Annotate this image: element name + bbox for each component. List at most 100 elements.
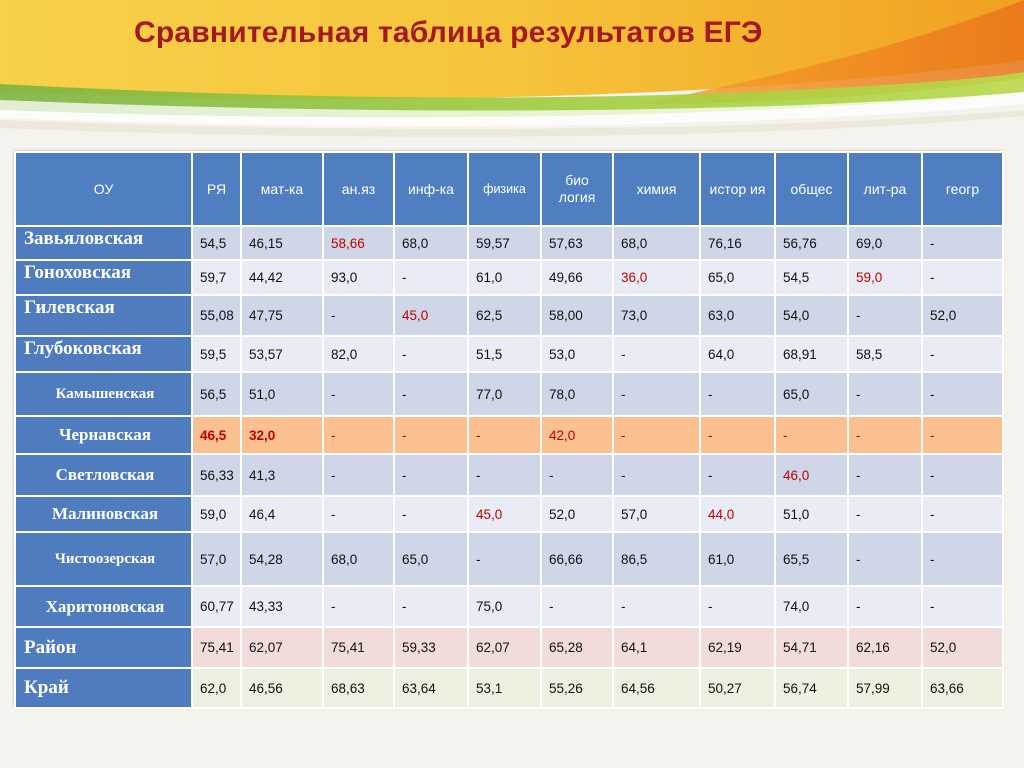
value-cell: 78,0 [540, 371, 614, 417]
value-cell: 59,57 [467, 225, 542, 261]
value-cell: 77,0 [467, 371, 542, 417]
value-cell: - [921, 495, 1004, 533]
value-cell: 46,4 [240, 495, 324, 533]
table-row: Глубоковская 59,5 53,57 82,0 - 51,5 53,0… [14, 335, 1004, 373]
table-row: Харитоновская 60,77 43,33 - - 75,0 - - -… [14, 585, 1004, 628]
value-cell: - [699, 453, 776, 497]
table-row: Светловская 56,33 41,3 - - - - - - 46,0 … [14, 453, 1004, 497]
value-cell: - [847, 495, 923, 533]
value-cell: - [322, 495, 395, 533]
value-cell: 63,64 [393, 667, 469, 709]
value-cell: 62,16 [847, 626, 923, 669]
value-cell: 45,0 [393, 294, 469, 337]
value-cell: - [540, 585, 614, 628]
school-name-cell: Камышенская [14, 371, 193, 417]
table-row: Малиновская 59,0 46,4 - - 45,0 52,0 57,0… [14, 495, 1004, 533]
value-cell: 64,56 [612, 667, 701, 709]
value-cell: - [393, 335, 469, 373]
header-cell-english: ан.яз [322, 151, 395, 227]
value-cell: - [774, 415, 849, 455]
value-cell: - [540, 453, 614, 497]
value-cell: - [612, 371, 701, 417]
value-cell: - [847, 531, 923, 587]
value-cell: 53,0 [540, 335, 614, 373]
value-cell: 52,0 [921, 626, 1004, 669]
value-cell: 59,33 [393, 626, 469, 669]
value-cell: 68,91 [774, 335, 849, 373]
value-cell: - [699, 585, 776, 628]
table-row-highlighted: Чернавская 46,5 32,0 - - - 42,0 - - - - … [14, 415, 1004, 455]
value-cell: 65,0 [699, 259, 776, 296]
school-name-cell: Глубоковская [14, 335, 193, 373]
table-row: Чистоозерская 57,0 54,28 68,0 65,0 - 66,… [14, 531, 1004, 587]
value-cell: 62,07 [240, 626, 324, 669]
value-cell: 51,0 [240, 371, 324, 417]
banner-swoosh-graphic [0, 0, 1024, 150]
value-cell: 93,0 [322, 259, 395, 296]
value-cell: 36,0 [612, 259, 701, 296]
value-cell: 61,0 [467, 259, 542, 296]
value-cell: 75,41 [322, 626, 395, 669]
value-cell: 66,66 [540, 531, 614, 587]
value-cell: 41,3 [240, 453, 324, 497]
table-row: Гоноховская 59,7 44,42 93,0 - 61,0 49,66… [14, 259, 1004, 296]
value-cell: 55,08 [191, 294, 242, 337]
value-cell: 65,28 [540, 626, 614, 669]
table-row: Гилевская 55,08 47,75 - 45,0 62,5 58,00 … [14, 294, 1004, 337]
value-cell: - [393, 495, 469, 533]
value-cell: - [921, 225, 1004, 261]
value-cell: 52,0 [540, 495, 614, 533]
header-cell-ou: ОУ [14, 151, 193, 227]
value-cell: 43,33 [240, 585, 324, 628]
value-cell: 42,0 [540, 415, 614, 455]
school-name-cell: Гилевская [14, 294, 193, 337]
school-name-cell: Чистоозерская [14, 531, 193, 587]
value-cell: 56,5 [191, 371, 242, 417]
value-cell: - [322, 371, 395, 417]
value-cell: 54,28 [240, 531, 324, 587]
value-cell: - [612, 335, 701, 373]
value-cell: 61,0 [699, 531, 776, 587]
value-cell: 51,0 [774, 495, 849, 533]
school-name-cell: Гоноховская [14, 259, 193, 296]
value-cell: 63,66 [921, 667, 1004, 709]
value-cell: 65,0 [774, 371, 849, 417]
value-cell: 82,0 [322, 335, 395, 373]
header-cell-history: истор ия [699, 151, 776, 227]
value-cell: 58,00 [540, 294, 614, 337]
header-cell-geography: геогр [921, 151, 1004, 227]
school-name-cell: Завьяловская [14, 225, 193, 261]
title-banner: Сравнительная таблица результатов ЕГЭ [0, 0, 1024, 150]
value-cell: 62,19 [699, 626, 776, 669]
value-cell: 56,76 [774, 225, 849, 261]
value-cell: 54,71 [774, 626, 849, 669]
value-cell: 58,5 [847, 335, 923, 373]
value-cell: 54,5 [774, 259, 849, 296]
table-header-row: ОУ РЯ мат-ка ан.яз инф-ка физика био лог… [14, 151, 1004, 227]
value-cell: 64,0 [699, 335, 776, 373]
value-cell: 46,5 [191, 415, 242, 455]
value-cell: 52,0 [921, 294, 1004, 337]
value-cell: - [322, 585, 395, 628]
header-cell-informatics: инф-ка [393, 151, 469, 227]
header-cell-math: мат-ка [240, 151, 324, 227]
school-name-cell: Малиновская [14, 495, 193, 533]
value-cell: 45,0 [467, 495, 542, 533]
value-cell: - [847, 585, 923, 628]
results-table-container: ОУ РЯ мат-ка ан.яз инф-ка физика био лог… [14, 151, 1004, 709]
value-cell: - [921, 259, 1004, 296]
value-cell: - [847, 453, 923, 497]
value-cell: 57,99 [847, 667, 923, 709]
value-cell: 68,0 [393, 225, 469, 261]
value-cell: 57,63 [540, 225, 614, 261]
value-cell: 59,5 [191, 335, 242, 373]
value-cell: - [393, 415, 469, 455]
value-cell: 50,27 [699, 667, 776, 709]
value-cell: 59,7 [191, 259, 242, 296]
value-cell: - [393, 371, 469, 417]
value-cell: 44,42 [240, 259, 324, 296]
table-row: Завьяловская 54,5 46,15 58,66 68,0 59,57… [14, 225, 1004, 261]
value-cell: 56,74 [774, 667, 849, 709]
value-cell: - [612, 585, 701, 628]
value-cell: 49,66 [540, 259, 614, 296]
